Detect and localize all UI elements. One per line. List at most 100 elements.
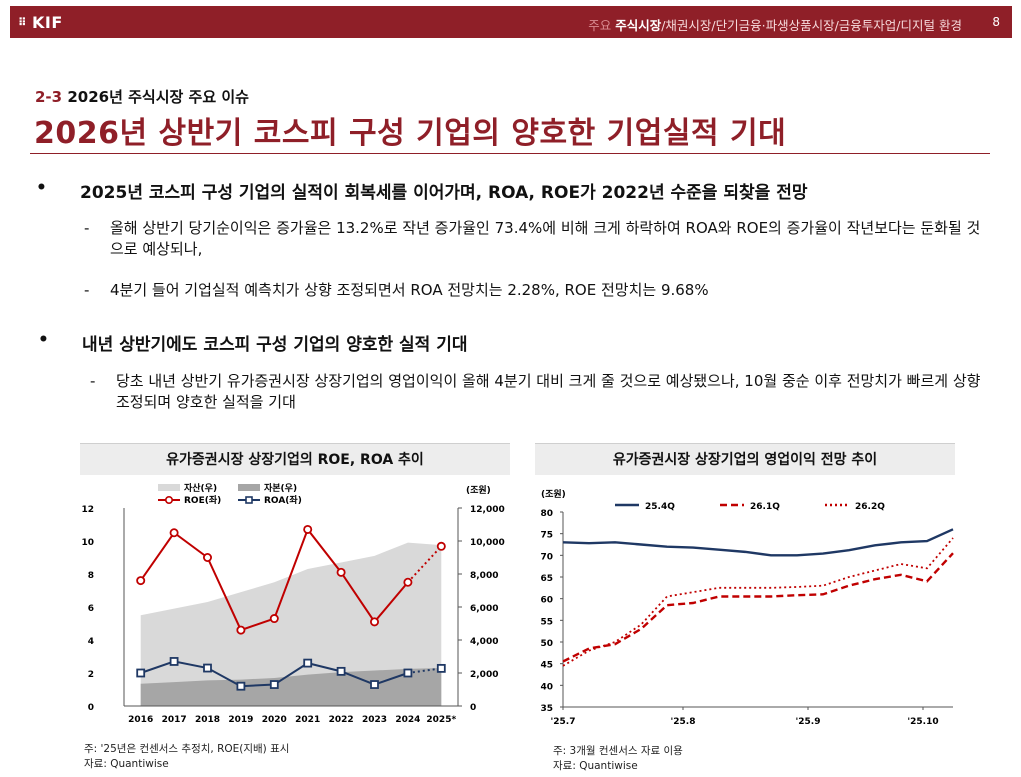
chart-1-title: 유가증권시장 상장기업의 ROE, ROA 추이 <box>80 443 510 475</box>
page-number: 8 <box>992 15 1000 29</box>
chart-2-note: 주: 3개월 컨센서스 자료 이용 <box>553 745 683 757</box>
bullet-2: • 내년 상반기에도 코스피 구성 기업의 양호한 실적 기대 <box>38 330 468 355</box>
bullet-2-sub-1: - 당초 내년 상반기 유가증권시장 상장기업의 영업이익이 올해 4분기 대비… <box>90 371 986 413</box>
section-number: 2-3 <box>35 88 63 106</box>
left-tick-label: 2 <box>88 670 94 680</box>
y-tick-label: 55 <box>540 617 553 627</box>
roe-data-point <box>436 541 446 551</box>
nav-item-others[interactable]: /채권시장/단기금융·파생상품시장/금융투자업/디지털 환경 <box>661 18 962 33</box>
left-tick-label: 8 <box>88 571 94 581</box>
x-tick-label: '25.9 <box>796 717 821 727</box>
x-tick-label: 2023 <box>362 715 387 725</box>
forecast-segment <box>407 667 442 674</box>
x-tick-label: '25.10 <box>907 717 938 727</box>
legend-label: 자산(우) <box>184 482 217 494</box>
right-tick-label: 6,000 <box>470 604 498 614</box>
kif-logo[interactable]: ⠿ KIF <box>18 13 63 32</box>
roe-roa-chart: 0 2 4 6 8 10 12 0 2,000 4,000 6,000 8,000 10,000 12,0… <box>81 482 505 725</box>
chart-2-notes: 주: 3개월 컨센서스 자료 이용 자료: Quantiwise <box>553 744 683 774</box>
operating-profit-chart: (조원) 35 40 45 50 55 60 65 70 75 80 '25.7 '25.8 '25.9 '… <box>540 488 954 727</box>
left-tick-label: 10 <box>81 538 94 548</box>
bullet-2-text: 내년 상반기에도 코스피 구성 기업의 양호한 실적 기대 <box>82 335 468 355</box>
x-tick-label: 2017 <box>162 715 187 725</box>
bullet-2-sub-1-text: 당초 내년 상반기 유가증권시장 상장기업의 영업이익이 올해 4분기 대비 크… <box>116 372 981 411</box>
roa-data-point <box>236 681 246 691</box>
section-label: 2-3 2026년 주식시장 주요 이슈 <box>35 86 249 107</box>
right-axis-unit: (조원) <box>466 484 491 496</box>
x-tick-label: '25.7 <box>551 717 576 727</box>
x-tick-label: 2022 <box>329 715 354 725</box>
x-tick-label: 2020 <box>262 715 287 725</box>
logo-dots-icon: ⠿ <box>18 16 27 29</box>
chart-2-title: 유가증권시장 상장기업의 영업이익 전망 추이 <box>535 443 955 475</box>
roe-data-point <box>336 567 346 577</box>
nav-item-stock-market[interactable]: 주식시장 <box>615 18 662 33</box>
roa-data-point <box>303 658 313 668</box>
y-tick-label: 80 <box>540 509 553 519</box>
right-tick-label: 8,000 <box>470 571 498 581</box>
right-tick-label: 0 <box>470 703 476 713</box>
roe-data-point <box>303 524 313 534</box>
x-tick-label: 2016 <box>128 715 153 725</box>
roa-data-point <box>403 668 413 678</box>
roa-data-point <box>370 680 379 689</box>
area-series-2 <box>140 668 442 706</box>
bullet-dot-icon: • <box>38 330 49 350</box>
right-tick-label: 2,000 <box>470 670 498 680</box>
bullet-1: • 2025년 코스피 구성 기업의 실적이 회복세를 이어가며, ROA, R… <box>36 178 808 203</box>
roe-data-point <box>403 577 413 587</box>
line-series-25.4Q <box>562 528 954 557</box>
legend-label: 26.1Q <box>750 502 780 512</box>
y-tick-label: 75 <box>540 531 553 541</box>
nav-item-main[interactable]: 주요 <box>588 18 612 33</box>
y-tick-label: 45 <box>540 661 553 671</box>
header-bar: ⠿ KIF 주요 주식시장/채권시장/단기금융·파생상품시장/금융투자업/디지털 … <box>10 6 1012 38</box>
title-divider <box>30 153 990 154</box>
bullet-dot-icon: • <box>36 178 47 198</box>
right-tick-label: 12,000 <box>470 505 505 515</box>
area-series-1 <box>140 542 442 706</box>
line-series-26.1Q <box>562 552 954 663</box>
chart-1-note: 주: '25년은 컨센서스 추정치, ROE(지배) 표시 <box>84 743 290 755</box>
right-tick-label: 4,000 <box>470 637 498 647</box>
bullet-1-text: 2025년 코스피 구성 기업의 실적이 회복세를 이어가며, ROA, ROE… <box>80 183 808 203</box>
dash-icon: - <box>84 219 90 237</box>
legend-label: ROE(좌) <box>184 494 221 506</box>
left-tick-label: 6 <box>88 604 94 614</box>
x-tick-label: '25.8 <box>671 717 696 727</box>
left-tick-label: 0 <box>88 703 94 713</box>
roa-data-point <box>336 666 346 676</box>
roa-data-point <box>269 680 279 689</box>
legend-label: 25.4Q <box>645 502 675 512</box>
legend-label: ROA(좌) <box>264 494 302 506</box>
x-tick-label: 2021 <box>295 715 320 725</box>
roa-data-point <box>203 663 212 673</box>
x-tick-label: 2025* <box>426 715 456 725</box>
right-tick-label: 10,000 <box>470 538 505 548</box>
bullet-1-sub-1-text: 올해 상반기 당기순이익은 증가율은 13.2%로 작년 증가율인 73.4%에… <box>110 219 981 258</box>
roa-data-point <box>436 663 446 673</box>
legend-swatch <box>238 484 260 491</box>
y-tick-label: 40 <box>540 682 553 692</box>
line-series-26.2Q <box>562 537 954 667</box>
legend-label: 자본(우) <box>264 482 297 494</box>
section-name: 2026년 주식시장 주요 이슈 <box>67 88 249 106</box>
y-tick-label: 70 <box>540 552 553 562</box>
bullet-1-sub-2: - 4분기 들어 기업실적 예측치가 상향 조정되면서 ROA 전망치는 2.2… <box>84 280 990 301</box>
chart-2-source: 자료: Quantiwise <box>553 760 638 772</box>
y-tick-label: 65 <box>540 574 553 584</box>
bullet-1-sub-2-text: 4분기 들어 기업실적 예측치가 상향 조정되면서 ROA 전망치는 2.28%… <box>110 281 709 299</box>
roe-data-point <box>169 528 179 538</box>
y-axis-unit: (조원) <box>541 488 566 500</box>
forecast-segment <box>407 545 443 583</box>
x-tick-label: 2019 <box>228 715 253 725</box>
bullet-1-sub-1: - 올해 상반기 당기순이익은 증가율은 13.2%로 작년 증가율인 73.4… <box>84 218 990 260</box>
page-title: 2026년 상반기 코스피 구성 기업의 양호한 기업실적 기대 <box>34 116 787 151</box>
legend-marker <box>165 495 174 504</box>
y-tick-label: 60 <box>540 596 553 606</box>
dash-icon: - <box>84 281 90 299</box>
legend-swatch <box>158 484 180 491</box>
logo-text: KIF <box>32 13 63 32</box>
roa-data-point <box>169 657 179 666</box>
y-tick-label: 50 <box>540 639 553 649</box>
